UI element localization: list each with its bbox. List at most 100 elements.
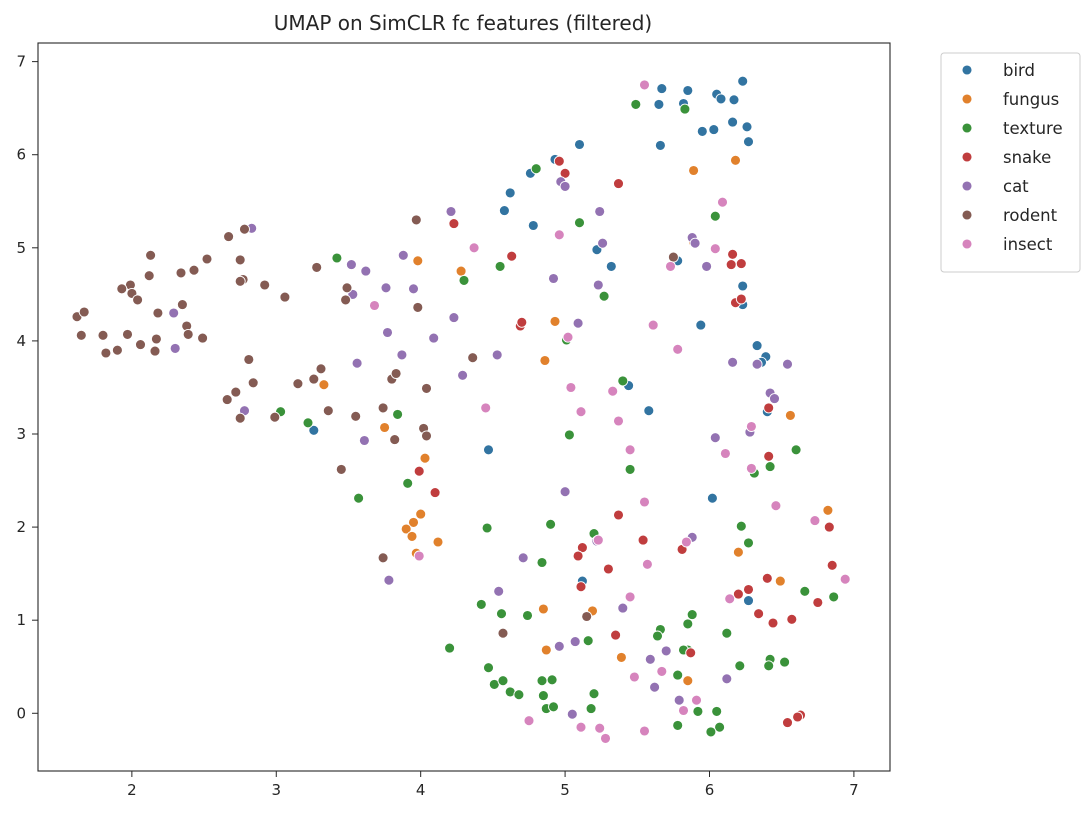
data-point-snake (559, 167, 571, 179)
data-point-insect (709, 243, 721, 255)
data-point-fungus (732, 546, 744, 558)
data-point-rodent (149, 345, 161, 357)
y-tick-label: 6 (16, 146, 26, 164)
data-point-snake (429, 487, 441, 499)
data-point-fungus (688, 165, 700, 176)
series-insect (369, 79, 851, 744)
data-point-snake (782, 717, 793, 729)
data-point-texture (588, 688, 600, 700)
data-point-texture (563, 429, 575, 441)
data-point-snake (448, 218, 460, 230)
data-point-texture (672, 669, 684, 681)
data-point-texture (734, 660, 746, 672)
y-tick-label: 0 (16, 704, 26, 722)
data-point-fungus (822, 504, 834, 516)
data-point-texture (536, 675, 548, 687)
data-point-bird (751, 340, 763, 352)
data-point-texture (779, 656, 791, 668)
y-tick-label: 2 (16, 518, 26, 536)
data-point-texture (735, 520, 747, 532)
data-point-insect (600, 732, 611, 744)
data-point-snake (602, 563, 614, 575)
data-point-texture (705, 726, 717, 738)
data-point-bird (696, 125, 708, 137)
data-point-rodent (111, 344, 123, 356)
data-point-fungus (537, 603, 549, 615)
data-point-fungus (682, 675, 694, 687)
data-point-bird (741, 121, 753, 133)
data-point-cat (553, 640, 565, 652)
data-point-cat (168, 307, 180, 319)
legend-label-rodent: rodent (1003, 206, 1058, 225)
legend-label-insect: insect (1003, 235, 1053, 254)
data-point-insect (639, 496, 650, 508)
data-point-texture (828, 591, 840, 603)
data-point-texture (444, 642, 456, 654)
data-point-bird (743, 595, 754, 607)
legend-marker-fungus (961, 93, 973, 105)
data-point-insect (594, 722, 606, 734)
data-point-cat (448, 312, 460, 324)
data-point-insect (523, 715, 535, 727)
data-point-texture (392, 408, 404, 420)
data-point-insect (628, 671, 640, 683)
legend-label-texture: texture (1003, 119, 1063, 138)
data-point-texture (686, 609, 698, 621)
data-point-texture (536, 557, 548, 568)
data-point-cat (358, 435, 370, 446)
data-point-rodent (259, 279, 271, 291)
data-point-texture (799, 585, 811, 597)
data-point-rodent (143, 270, 155, 282)
data-point-insect (770, 500, 782, 512)
data-point-snake (826, 559, 838, 571)
data-point-bird (706, 492, 718, 504)
legend-marker-snake (961, 151, 973, 163)
data-point-bird (605, 260, 617, 272)
data-point-texture (302, 417, 314, 429)
data-point-rodent (421, 430, 432, 442)
data-point-cat (782, 358, 793, 370)
data-point-cat (572, 317, 584, 329)
data-point-rodent (197, 332, 209, 344)
x-axis: 2 3 4 5 6 7 (127, 771, 859, 799)
data-point-snake (610, 629, 622, 641)
axes-frame (37, 42, 891, 772)
data-point-snake (572, 550, 584, 562)
data-point-fungus (549, 315, 561, 327)
data-point-cat (559, 180, 571, 192)
series-cat (168, 176, 793, 720)
data-point-insect (480, 402, 492, 414)
data-point-snake (727, 248, 739, 260)
data-point-rodent (279, 291, 291, 303)
data-point-texture (481, 522, 493, 534)
y-tick-label: 3 (16, 425, 26, 443)
data-point-fungus (730, 154, 741, 166)
data-point-rodent (75, 329, 87, 341)
data-point-rodent (116, 283, 128, 295)
data-point-texture (522, 610, 533, 621)
data-point-insect (665, 260, 676, 272)
data-point-rodent (308, 373, 320, 385)
data-point-cat (169, 342, 181, 354)
data-point-rodent (78, 306, 90, 318)
data-point-cat (493, 585, 505, 597)
data-point-cat (769, 393, 780, 405)
data-point-fungus (406, 530, 418, 542)
y-axis: 0 1 2 3 4 5 6 7 (16, 53, 38, 722)
data-point-rodent (497, 627, 509, 639)
data-point-cat (345, 259, 357, 271)
data-point-insect (575, 406, 587, 418)
data-point-rodent (182, 328, 194, 340)
data-point-bird (708, 124, 720, 136)
data-point-snake (735, 293, 747, 305)
data-point-bird (737, 75, 749, 87)
legend-label-bird: bird (1003, 61, 1035, 80)
data-point-rodent (175, 267, 187, 279)
data-point-fungus (615, 651, 627, 663)
y-tick-label: 7 (16, 53, 26, 71)
data-point-texture (714, 721, 726, 733)
data-point-rodent (340, 294, 352, 306)
data-point-texture (672, 719, 684, 731)
data-point-snake (792, 711, 804, 723)
